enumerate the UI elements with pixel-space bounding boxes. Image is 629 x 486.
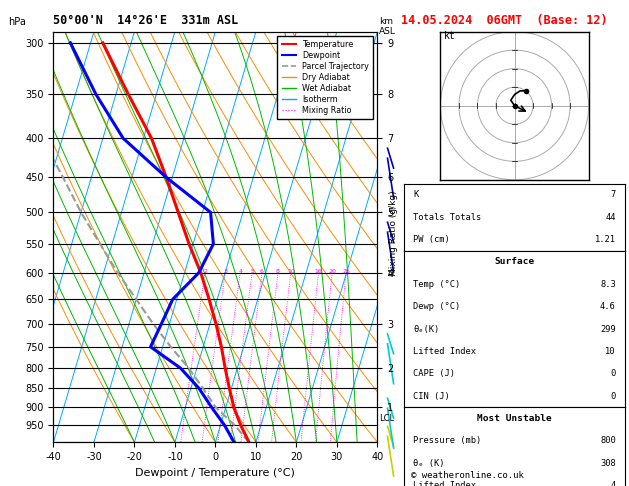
- Text: 800: 800: [600, 436, 616, 445]
- Text: 299: 299: [600, 325, 616, 333]
- Text: Most Unstable: Most Unstable: [477, 414, 552, 423]
- Legend: Temperature, Dewpoint, Parcel Trajectory, Dry Adiabat, Wet Adiabat, Isotherm, Mi: Temperature, Dewpoint, Parcel Trajectory…: [277, 35, 374, 119]
- Text: Temp (°C): Temp (°C): [413, 280, 460, 289]
- Text: hPa: hPa: [8, 17, 26, 27]
- Text: km
ASL: km ASL: [379, 17, 396, 36]
- Text: 8.3: 8.3: [600, 280, 616, 289]
- Text: 50°00'N  14°26'E  331m ASL: 50°00'N 14°26'E 331m ASL: [53, 14, 239, 27]
- Text: Pressure (mb): Pressure (mb): [413, 436, 482, 445]
- Text: 3: 3: [223, 269, 227, 275]
- Text: © weatheronline.co.uk: © weatheronline.co.uk: [411, 471, 523, 480]
- Text: K: K: [413, 191, 418, 199]
- Text: Lifted Index: Lifted Index: [413, 481, 476, 486]
- Text: 6: 6: [260, 269, 264, 275]
- Text: 308: 308: [600, 459, 616, 468]
- X-axis label: Dewpoint / Temperature (°C): Dewpoint / Temperature (°C): [135, 468, 296, 478]
- Text: θₑ (K): θₑ (K): [413, 459, 445, 468]
- Text: 44: 44: [605, 213, 616, 222]
- Text: PW (cm): PW (cm): [413, 235, 450, 244]
- Text: LCL: LCL: [379, 414, 394, 423]
- Text: Totals Totals: Totals Totals: [413, 213, 482, 222]
- Text: 0: 0: [611, 369, 616, 378]
- Text: 0: 0: [611, 392, 616, 400]
- Text: CAPE (J): CAPE (J): [413, 369, 455, 378]
- Text: Dewp (°C): Dewp (°C): [413, 302, 460, 311]
- Text: kt: kt: [444, 31, 456, 41]
- Text: CIN (J): CIN (J): [413, 392, 450, 400]
- Text: 1.21: 1.21: [595, 235, 616, 244]
- Text: Mixing Ratio (g/kg): Mixing Ratio (g/kg): [389, 191, 398, 276]
- Text: Lifted Index: Lifted Index: [413, 347, 476, 356]
- Text: 20: 20: [328, 269, 336, 275]
- Text: 10: 10: [287, 269, 294, 275]
- Text: 2: 2: [203, 269, 207, 275]
- Text: Surface: Surface: [494, 258, 535, 266]
- Text: 14.05.2024  06GMT  (Base: 12): 14.05.2024 06GMT (Base: 12): [401, 14, 608, 27]
- Text: 16: 16: [314, 269, 323, 275]
- Text: 5: 5: [250, 269, 254, 275]
- Text: 4: 4: [238, 269, 242, 275]
- Text: 4: 4: [611, 481, 616, 486]
- Text: θₑ(K): θₑ(K): [413, 325, 440, 333]
- Text: 8: 8: [276, 269, 280, 275]
- Text: 7: 7: [611, 191, 616, 199]
- Text: 25: 25: [342, 269, 350, 275]
- Text: 10: 10: [605, 347, 616, 356]
- Text: 4.6: 4.6: [600, 302, 616, 311]
